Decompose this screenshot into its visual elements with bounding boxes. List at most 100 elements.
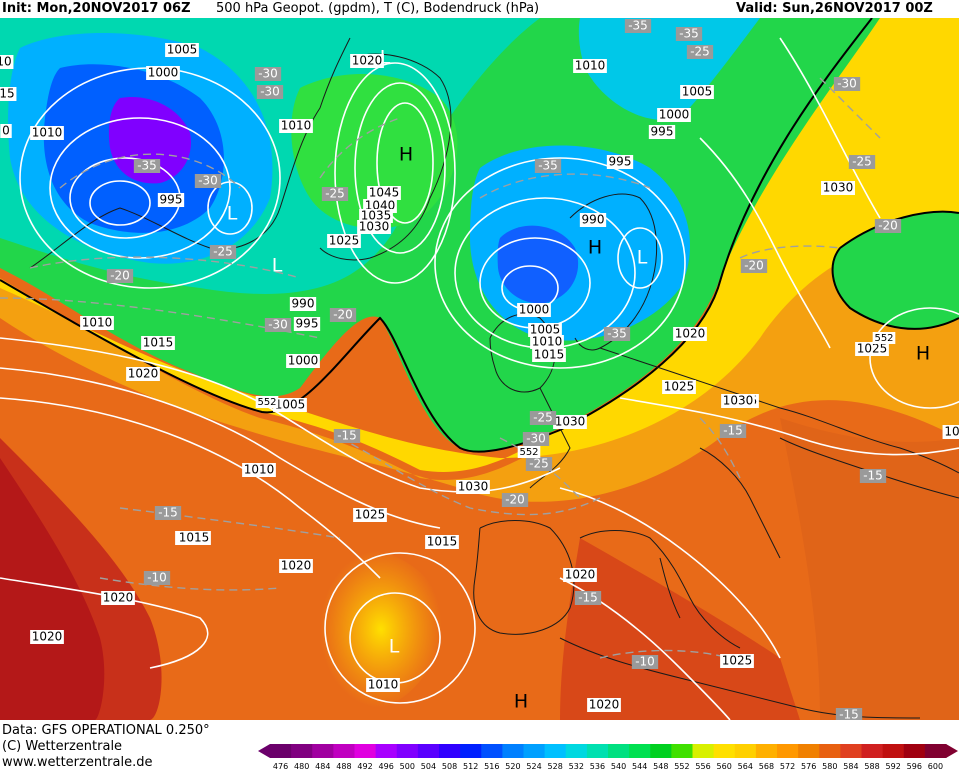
pressure-label-text: 995 — [609, 155, 632, 169]
colorbar-swatch — [291, 744, 313, 758]
temperature-label: -30 — [522, 432, 550, 446]
temperature-label-box — [835, 708, 863, 720]
colorbar-tick-label: 488 — [336, 762, 351, 770]
pressure-label: 1030 — [456, 480, 490, 494]
pressure-label: 1025 — [327, 234, 361, 248]
temperature-label: -30 — [833, 77, 861, 91]
isobar-low-central — [207, 181, 253, 235]
isobar-1025-europe — [559, 487, 781, 659]
contour-value-label: 552 — [872, 332, 896, 344]
pressure-label: 1015 — [425, 535, 459, 549]
pressure-label-box — [286, 354, 320, 368]
colorbar-swatch — [586, 744, 609, 758]
temperature-label-text: -10 — [147, 571, 167, 585]
temperature-label-text: -15 — [839, 708, 859, 721]
colorbar-swatch — [565, 744, 588, 758]
temperature-label-text: -25 — [533, 411, 553, 425]
pressure-label: 1000 — [517, 303, 551, 317]
temperature-label: -15 — [574, 591, 602, 605]
colorbar-tick-labels: 476 480 484 488 492 496 500 504 508 512 516 520 524 5… — [273, 762, 943, 770]
pressure-label-text: 1005 — [275, 398, 306, 412]
pressure-label-box — [357, 220, 391, 234]
pressure-label-box — [821, 181, 855, 195]
pressure-label-text: 1020 — [281, 559, 312, 573]
temperature-label: -30 — [264, 318, 292, 332]
colorbar-swatch — [734, 744, 757, 758]
temperature-label-box — [631, 655, 659, 669]
colorbar-tick-label: 552 — [674, 762, 689, 770]
pressure-label: 1020 — [563, 568, 597, 582]
low-pressure-marker: L — [227, 203, 238, 225]
pressure-label-box — [657, 108, 691, 122]
pressure-label: 1020 — [101, 591, 135, 605]
colorbar-swatch — [523, 744, 546, 758]
temperature-label-box — [848, 155, 876, 169]
isobar-small-high — [617, 227, 663, 289]
pressure-label: 1010 — [573, 59, 607, 73]
temperature-label-text: -30 — [526, 432, 546, 446]
pressure-label-box — [425, 535, 459, 549]
colorbar-tick-label: 544 — [632, 762, 647, 770]
pressure-label: 1020 — [673, 327, 707, 341]
temperature-label-box — [534, 159, 562, 173]
temperature-label-box — [859, 469, 887, 483]
temperature-label: -20 — [740, 259, 768, 273]
pressure-label-box — [350, 54, 384, 68]
website-link[interactable]: www.wetterzentrale.de — [2, 755, 153, 770]
coastline-greenland-east — [319, 53, 452, 261]
contour-552-main — [0, 18, 873, 453]
isotherm-minus15-europe — [699, 417, 741, 479]
coastline-balkans — [699, 447, 781, 559]
colorbar-tick-label: 588 — [864, 762, 879, 770]
pressure-label-text: 1025 — [329, 234, 360, 248]
colorbar-tick-label: 504 — [421, 762, 436, 770]
pressure-label-box — [30, 630, 64, 644]
pressure-label: 990 — [579, 213, 607, 227]
colorbar-swatch — [396, 744, 419, 758]
pressure-label-box — [553, 415, 587, 429]
pressure-label-box — [587, 698, 621, 712]
high-pressure-marker-text: H — [588, 237, 602, 259]
colorbar-tick-label: 540 — [611, 762, 626, 770]
pressure-label: 995 — [293, 317, 321, 331]
fill-cyan-north — [578, 18, 760, 120]
pressure-label-text: 1020 — [589, 698, 620, 712]
temperature-label-box — [106, 269, 134, 283]
isobar-high-greenland-3 — [334, 62, 456, 284]
pressure-label: 1010 — [242, 463, 276, 477]
colorbar-swatch — [270, 744, 292, 758]
high-pressure-marker-text: H — [399, 144, 413, 166]
pressure-label-box — [721, 394, 755, 408]
temperature-label-box — [143, 571, 171, 585]
pressure-label: 1010 — [366, 678, 400, 692]
pressure-label: 995 — [648, 125, 676, 139]
coastline-italy — [659, 557, 681, 619]
isotherm-minus10-africa — [599, 649, 731, 659]
contour-value-label-box — [255, 396, 279, 408]
temperature-label-text: -25 — [325, 187, 345, 201]
pressure-label: 995 — [606, 155, 634, 169]
temperature-label-box — [133, 159, 161, 173]
chart-title: 500 hPa Geopot. (gpdm), T (C), Bodendruc… — [216, 1, 540, 16]
pressure-label: 1020 — [30, 630, 64, 644]
temperature-label-text: -30 — [260, 85, 280, 99]
pressure-label-text: 990 — [582, 213, 605, 227]
colorbar-swatch — [840, 744, 862, 758]
pressure-label-text: 1025 — [664, 380, 695, 394]
temperature-label-box — [874, 219, 902, 233]
pressure-label-text: 1010 — [82, 316, 113, 330]
temperature-label-text: -35 — [679, 27, 699, 41]
colorbar-tick-label: 508 — [442, 762, 457, 770]
pressure-label-box — [80, 316, 114, 330]
isobar-low-scandinavia-3 — [434, 157, 686, 369]
temperature-label-text: -35 — [137, 159, 157, 173]
temperature-label-box — [333, 429, 361, 443]
isotherms — [0, 77, 881, 659]
contour-value-label-text: 552 — [874, 333, 893, 344]
colorbar-swatch — [755, 744, 778, 758]
pressure-system-layer: L L H H L H H L L — [227, 47, 930, 713]
pressure-label-text: 1035 — [361, 209, 392, 223]
pressure-label-text: 1005 — [167, 43, 198, 57]
low-pressure-marker-text: L — [380, 47, 391, 69]
pressure-label-layer: 1005100010109951010102010451040103510301… — [0, 43, 959, 712]
